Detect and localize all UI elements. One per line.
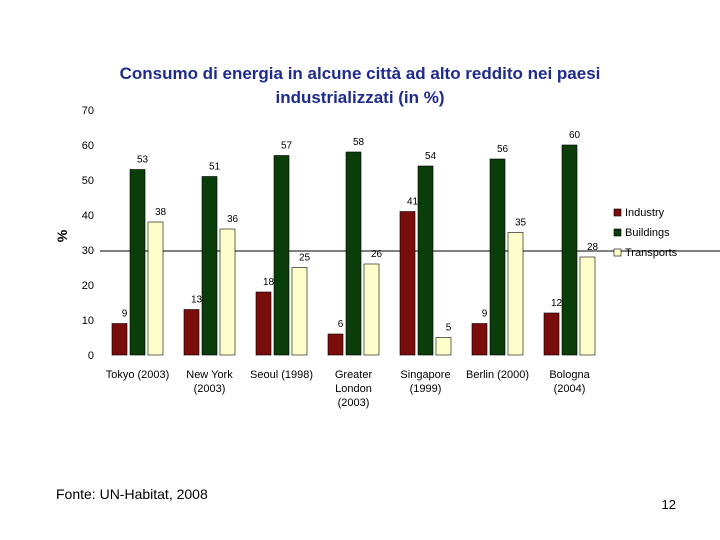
bar-industry <box>543 312 560 356</box>
x-tick-label: (2003) <box>194 383 226 395</box>
y-tick-label: 50 <box>82 175 94 187</box>
bar-buildings <box>201 176 218 356</box>
data-label: 58 <box>353 137 365 148</box>
bar-industry <box>399 211 416 356</box>
bar-industry <box>471 323 488 356</box>
bar-transports <box>435 337 452 356</box>
bar-buildings <box>561 144 578 356</box>
data-label: 60 <box>569 130 581 141</box>
bar-industry <box>327 333 344 356</box>
data-label: 57 <box>281 141 293 152</box>
x-tick-label: London <box>335 383 372 395</box>
data-label: 26 <box>371 249 383 260</box>
bar-buildings <box>129 169 146 356</box>
bar-industry <box>183 309 200 356</box>
data-label: 12 <box>551 298 563 309</box>
y-tick-label: 70 <box>82 105 94 117</box>
bar-buildings <box>345 151 362 356</box>
bar-transports <box>579 256 596 356</box>
bar-buildings <box>273 155 290 356</box>
x-tick-label: Seoul (1998) <box>250 369 313 381</box>
legend: Industry Buildings Transports <box>613 207 678 259</box>
data-label: 9 <box>122 309 128 320</box>
x-tick-label: New York <box>186 369 233 381</box>
data-label: 38 <box>155 207 167 218</box>
y-tick-label: 20 <box>82 280 94 292</box>
data-label: 56 <box>497 144 509 155</box>
data-label: 53 <box>137 155 149 166</box>
bar-transports <box>219 228 236 356</box>
y-axis-label: % <box>54 229 70 242</box>
bars <box>111 144 596 356</box>
x-tick-label: (2003) <box>338 397 370 409</box>
page-number: 12 <box>661 497 676 512</box>
data-label: 18 <box>263 277 275 288</box>
data-label: 51 <box>209 162 221 173</box>
y-tick-label: 10 <box>82 315 94 327</box>
legend-swatch <box>613 228 622 237</box>
x-tick-label: Bologna <box>549 369 590 381</box>
data-label: 28 <box>587 242 599 253</box>
x-tick-label: Berlin (2000) <box>466 369 529 381</box>
bar-transports <box>291 267 308 356</box>
y-tick-label: 0 <box>88 350 94 362</box>
x-tick-label: Greater <box>335 369 373 381</box>
y-tick-label: 30 <box>82 245 94 257</box>
legend-item-transports: Transports <box>625 247 678 259</box>
data-label: 5 <box>446 323 452 334</box>
bar-buildings <box>417 165 434 356</box>
y-axis: 0 10 20 30 40 50 60 70 <box>82 105 94 362</box>
bar-transports <box>363 263 380 356</box>
legend-item-buildings: Buildings <box>625 227 670 239</box>
chart-title: Consumo di energia in alcune città ad al… <box>119 64 601 107</box>
y-tick-label: 40 <box>82 210 94 222</box>
data-label: 54 <box>425 151 437 162</box>
x-tick-label: (2004) <box>554 383 586 395</box>
x-tick-label: (1999) <box>410 383 442 395</box>
bar-transports <box>147 221 164 356</box>
x-axis: Tokyo (2003) New York (2003) Seoul (1998) Gr… <box>106 369 591 409</box>
x-tick-label: Singapore <box>400 369 450 381</box>
data-label: 25 <box>299 253 311 264</box>
data-label: 6 <box>338 319 344 330</box>
data-label: 36 <box>227 214 239 225</box>
bar-industry <box>111 323 128 356</box>
x-tick-label: Tokyo (2003) <box>106 369 170 381</box>
legend-item-industry: Industry <box>625 207 665 219</box>
data-label: 41 <box>407 197 419 208</box>
y-tick-label: 60 <box>82 140 94 152</box>
bar-transports <box>507 232 524 356</box>
bar-buildings <box>489 158 506 356</box>
data-label: 9 <box>482 309 488 320</box>
legend-swatch <box>613 208 622 217</box>
legend-swatch <box>613 248 622 257</box>
data-label: 35 <box>515 218 527 229</box>
source-note: Fonte: UN-Habitat, 2008 <box>56 486 208 502</box>
data-label: 13 <box>191 295 203 306</box>
bar-industry <box>255 291 272 356</box>
data-labels: 9 53 38 13 51 36 18 57 25 6 58 26 41 54 5 9 56 35 12 60 28 <box>122 130 599 334</box>
